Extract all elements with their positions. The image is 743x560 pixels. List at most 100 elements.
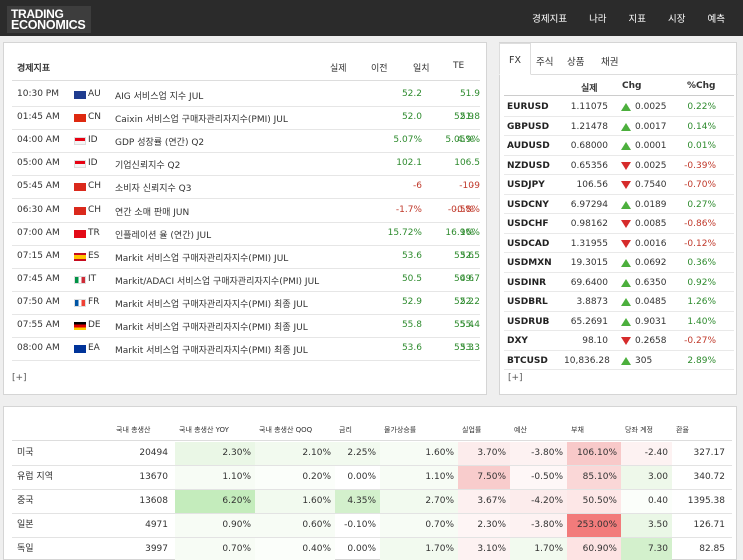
- calendar-row[interactable]: 07:50 AM FR Markit 서비스업 구매자관리자지수(PMI) 최종 J…: [12, 291, 480, 315]
- summary-country[interactable]: 일본: [17, 520, 34, 530]
- event-name[interactable]: GDP 성장률 (연간) Q2: [115, 138, 205, 149]
- market-symbol[interactable]: DXY: [507, 336, 528, 346]
- market-row[interactable]: USDCAD 1.31955 0.0016 -0.12%: [504, 234, 734, 253]
- market-symbol[interactable]: USDCNY: [507, 199, 549, 210]
- event-name[interactable]: Markit/ADACI 서비스업 구매자관리자지수(PMI) JUL: [115, 276, 320, 287]
- summary-row[interactable]: 일본 4971 0.90% 0.60% -0.10% 0.70% 2.30% -3.80% 25…: [12, 514, 732, 538]
- market-symbol[interactable]: USDRUB: [507, 316, 550, 327]
- summary-country[interactable]: 미국: [17, 448, 34, 458]
- calendar-row[interactable]: 05:45 AM CH 소비자 신뢰지수 Q3 -6 -10 -9: [12, 175, 480, 200]
- calendar-row[interactable]: 07:45 AM IT Markit/ADACI 서비스업 구매자관리자지수(PMI…: [12, 268, 480, 292]
- summary-country[interactable]: 유럽 지역: [17, 472, 53, 482]
- market-symbol[interactable]: AUDUSD: [507, 141, 550, 151]
- summary-col-header[interactable]: 예산: [514, 426, 527, 434]
- market-row[interactable]: USDINR 69.6400 0.6350 0.92%: [504, 273, 734, 292]
- tab-bonds[interactable]: 채권: [601, 57, 619, 68]
- market-row[interactable]: BTCUSD 10,836.28 305 2.89%: [504, 351, 734, 370]
- nav-countries[interactable]: 나라: [589, 14, 607, 25]
- calendar-row[interactable]: 08:00 AM EA Markit 서비스업 구매자관리자지수(PMI) 최종 J…: [12, 337, 480, 362]
- tab-fx[interactable]: FX: [499, 43, 531, 75]
- summary-col-header[interactable]: 부채: [571, 426, 584, 434]
- trading-economics-logo[interactable]: TRADING ECONOMICS: [7, 6, 91, 33]
- event-name[interactable]: 연간 소매 판매 JUN: [115, 207, 190, 218]
- market-change-percent: -0.27%: [684, 336, 716, 346]
- summary-row[interactable]: 미국 20494 2.30% 2.10% 2.25% 1.60% 3.70% -3.80% 10…: [12, 442, 732, 466]
- switzerland-flag-icon: [74, 183, 86, 192]
- market-row[interactable]: GBPUSD 1.21478 0.0017 0.14%: [504, 117, 734, 136]
- market-symbol[interactable]: USDMXN: [507, 258, 552, 268]
- summary-row[interactable]: 유럽 지역 13670 1.10% 0.20% 0.00% 1.10% 7.50% -0.50…: [12, 466, 732, 490]
- market-change: 0.0692: [635, 258, 667, 268]
- event-name[interactable]: Markit 서비스업 구매자관리자지수(PMI) 최종 JUL: [115, 299, 308, 310]
- market-price: 3.8873: [576, 297, 609, 307]
- market-symbol[interactable]: GBPUSD: [507, 121, 550, 132]
- consensus-value: 50.6: [453, 273, 474, 284]
- indonesia-flag-icon: [74, 160, 86, 169]
- china-flag-icon: [74, 114, 86, 123]
- market-row[interactable]: NZDUSD 0.65356 0.0025 -0.39%: [504, 156, 734, 175]
- market-row[interactable]: USDRUB 65.2691 0.9031 1.40%: [504, 312, 734, 331]
- arrow-up-icon: [621, 317, 631, 326]
- market-symbol[interactable]: BTCUSD: [507, 355, 548, 366]
- tab-commodities[interactable]: 상품: [567, 57, 585, 68]
- summary-row[interactable]: 독일 3997 0.70% 0.40% 0.00% 1.70% 3.10% 1.70% 60.9…: [12, 538, 732, 560]
- summary-col-header[interactable]: 환율: [676, 426, 689, 434]
- nav-indicators[interactable]: 지표: [628, 14, 647, 25]
- event-name[interactable]: 소비자 신뢰지수 Q3: [115, 184, 192, 195]
- summary-col-header[interactable]: 당좌 계정: [625, 426, 653, 434]
- calendar-row[interactable]: 05:00 AM ID 기업신뢰지수 Q2 102.1 106.5: [12, 152, 480, 177]
- market-price: 1.21478: [570, 121, 608, 132]
- summary-cell: 4.35%: [335, 490, 380, 513]
- switzerland-flag-icon: [74, 206, 86, 215]
- event-name[interactable]: Markit 서비스업 구매자관리자지수(PMI) 최종 JUL: [115, 323, 308, 333]
- market-row[interactable]: USDJPY 106.56 0.7540 -0.70%: [504, 175, 734, 195]
- calendar-row[interactable]: 06:30 AM CH 연간 소매 판매 JUN -1.7% -0.5% -0.8%: [12, 199, 480, 223]
- event-name[interactable]: 기업신뢰지수 Q2: [115, 161, 181, 172]
- summary-country[interactable]: 중국: [17, 496, 34, 506]
- market-row[interactable]: USDBRL 3.8873 0.0485 1.26%: [504, 292, 734, 312]
- tab-stocks[interactable]: 주식: [536, 57, 554, 68]
- market-row[interactable]: AUDUSD 0.68000 0.0001 0.01%: [504, 136, 734, 156]
- nav-forecasts[interactable]: 예측: [707, 14, 725, 25]
- summary-col-header[interactable]: 국내 총생산: [116, 426, 151, 434]
- calendar-row[interactable]: 10:30 PM AU AIG 서비스업 지수 JUL 52.2 51.9: [12, 83, 480, 107]
- event-time: 01:45 AM: [17, 112, 60, 123]
- market-row[interactable]: EURUSD 1.11075 0.0025 0.22%: [504, 97, 734, 117]
- market-symbol[interactable]: USDCAD: [507, 238, 550, 249]
- calendar-row[interactable]: 04:00 AM ID GDP 성장률 (연간) Q2 5.07% 5.05% 4.9%: [12, 129, 480, 154]
- summary-country[interactable]: 독일: [17, 544, 34, 554]
- france-flag-icon: [74, 298, 86, 307]
- market-symbol[interactable]: USDCHF: [507, 219, 549, 229]
- summary-cell: 50.50%: [567, 490, 621, 513]
- summary-col-header[interactable]: 물가상승률: [384, 426, 417, 434]
- summary-col-header[interactable]: 국내 총생산 QOQ: [259, 426, 313, 434]
- event-name[interactable]: 인플레이션 율 (연간) JUL: [115, 230, 212, 241]
- calendar-more-link[interactable]: [+]: [12, 373, 27, 383]
- market-symbol[interactable]: USDBRL: [507, 297, 548, 307]
- calendar-row[interactable]: 07:00 AM TR 인플레이션 율 (연간) JUL 15.72% 16.9% 16%: [12, 222, 480, 246]
- market-symbol[interactable]: NZDUSD: [507, 160, 550, 171]
- market-row[interactable]: USDCNY 6.97294 0.0189 0.27%: [504, 195, 734, 214]
- market-row[interactable]: USDCHF 0.98162 0.0085 -0.86%: [504, 214, 734, 234]
- market-symbol[interactable]: EURUSD: [507, 102, 549, 112]
- event-name[interactable]: Markit 서비스업 구매자관리자지수(PMI) 최종 JUL: [115, 346, 308, 357]
- event-name[interactable]: Markit 서비스업 구매자관리자지수(PMI) JUL: [115, 253, 289, 264]
- market-symbol[interactable]: USDINR: [507, 277, 547, 288]
- market-row[interactable]: USDMXN 19.3015 0.0692 0.36%: [504, 253, 734, 273]
- nav-markets[interactable]: 시장: [668, 14, 686, 25]
- calendar-row[interactable]: 07:15 AM ES Markit 서비스업 구매자관리자지수(PMI) JUL 5…: [12, 245, 480, 269]
- summary-row[interactable]: 중국 13608 6.20% 1.60% 4.35% 2.70% 3.67% -4.20% 50…: [12, 490, 732, 514]
- calendar-row[interactable]: 01:45 AM CN Caixin 서비스업 구매자관리자지수(PMI) JUL 5…: [12, 106, 480, 131]
- market-symbol[interactable]: USDJPY: [507, 180, 545, 190]
- market-row[interactable]: DXY 98.10 0.2658 -0.27%: [504, 331, 734, 351]
- event-name[interactable]: AIG 서비스업 지수 JUL: [115, 92, 204, 102]
- previous-value: 52.9: [401, 296, 422, 307]
- event-name[interactable]: Caixin 서비스업 구매자관리자지수(PMI) JUL: [115, 115, 288, 126]
- nav-calendar[interactable]: 경제지표: [532, 14, 568, 25]
- market-change: 0.9031: [635, 316, 667, 327]
- summary-col-header[interactable]: 국내 총생산 YOY: [179, 426, 229, 434]
- calendar-row[interactable]: 07:55 AM DE Markit 서비스업 구매자관리자지수(PMI) 최종 J…: [12, 314, 480, 338]
- summary-col-header[interactable]: 실업률: [462, 426, 482, 434]
- summary-col-header[interactable]: 금리: [339, 426, 352, 434]
- markets-more-link[interactable]: [+]: [508, 373, 523, 383]
